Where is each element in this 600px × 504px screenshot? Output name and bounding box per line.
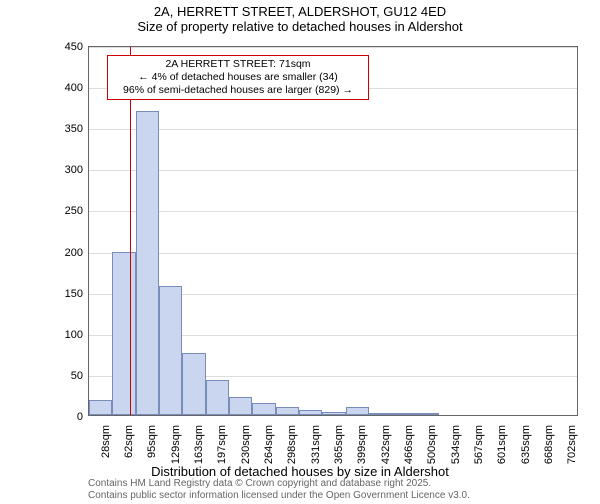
xtick-label: 668sqm [543, 425, 555, 464]
credits-line2: Contains public sector information licen… [88, 490, 470, 502]
xtick-label: 399sqm [356, 425, 368, 464]
bar [276, 407, 299, 415]
bar [392, 413, 415, 415]
gridline [89, 253, 577, 254]
ytick-label: 250 [65, 205, 83, 217]
xtick-label: 702sqm [566, 425, 578, 464]
marker-line [130, 47, 131, 415]
bar [206, 380, 229, 415]
xtick-label: 264sqm [263, 425, 275, 464]
ytick-label: 100 [65, 329, 83, 341]
xtick-label: 500sqm [426, 425, 438, 464]
annotation-box: 2A HERRETT STREET: 71sqm← 4% of detached… [107, 55, 369, 100]
bar [229, 397, 252, 415]
ytick-label: 350 [65, 123, 83, 135]
bar [416, 413, 439, 415]
title-line1: 2A, HERRETT STREET, ALDERSHOT, GU12 4ED [0, 4, 600, 19]
bar [112, 252, 135, 415]
xtick-label: 567sqm [473, 425, 485, 464]
xtick-label: 432sqm [380, 425, 392, 464]
gridline [89, 47, 577, 48]
gridline [89, 170, 577, 171]
xtick-label: 163sqm [193, 425, 205, 464]
xtick-label: 129sqm [170, 425, 182, 464]
bar [346, 407, 369, 415]
xtick-label: 197sqm [216, 425, 228, 464]
xtick-label: 28sqm [100, 425, 112, 458]
bar [252, 403, 275, 415]
title-line2: Size of property relative to detached ho… [0, 19, 600, 34]
xtick-label: 95sqm [146, 425, 158, 458]
ytick-label: 50 [71, 370, 83, 382]
xtick-label: 298sqm [286, 425, 298, 464]
bar [322, 412, 345, 415]
xtick-label: 365sqm [333, 425, 345, 464]
xtick-label: 466sqm [403, 425, 415, 464]
xtick-label: 534sqm [450, 425, 462, 464]
annotation-line3: 96% of semi-detached houses are larger (… [114, 84, 362, 97]
xtick-label: 230sqm [240, 425, 252, 464]
bar [159, 286, 182, 415]
chart-container: 2A, HERRETT STREET, ALDERSHOT, GU12 4ED … [0, 4, 600, 504]
credits-line1: Contains HM Land Registry data © Crown c… [88, 478, 470, 490]
bar [369, 413, 392, 415]
plot-area: 05010015020025030035040045028sqm62sqm95s… [88, 46, 578, 416]
xtick-label: 331sqm [310, 425, 322, 464]
ytick-label: 300 [65, 164, 83, 176]
xtick-label: 635sqm [520, 425, 532, 464]
xtick-label: 62sqm [123, 425, 135, 458]
credits: Contains HM Land Registry data © Crown c… [88, 478, 470, 502]
bar [182, 353, 205, 415]
ytick-label: 0 [77, 411, 83, 423]
annotation-line2: ← 4% of detached houses are smaller (34) [114, 71, 362, 84]
bar [89, 400, 112, 415]
annotation-line1: 2A HERRETT STREET: 71sqm [114, 58, 362, 71]
bar [299, 410, 322, 415]
ytick-label: 400 [65, 82, 83, 94]
ytick-label: 450 [65, 41, 83, 53]
gridline [89, 129, 577, 130]
gridline [89, 211, 577, 212]
bar [136, 111, 159, 415]
ytick-label: 200 [65, 247, 83, 259]
ytick-label: 150 [65, 288, 83, 300]
xtick-label: 601sqm [496, 425, 508, 464]
x-axis-label: Distribution of detached houses by size … [0, 464, 600, 479]
